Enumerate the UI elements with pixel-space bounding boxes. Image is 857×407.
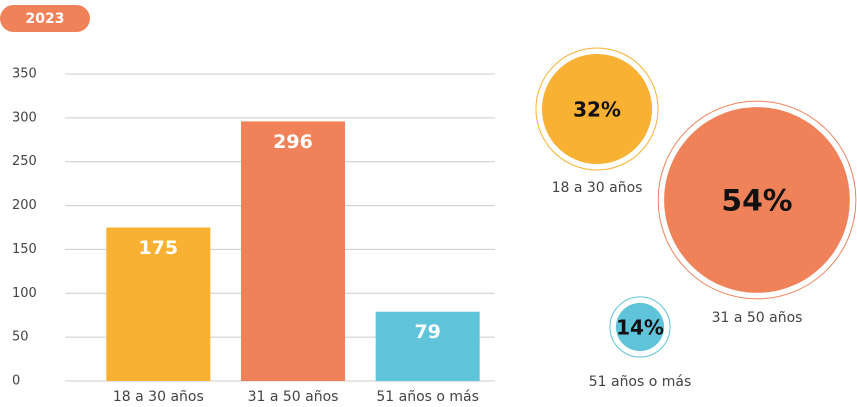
bubble <box>541 53 653 165</box>
bubble-ring <box>535 47 659 171</box>
bar <box>241 121 345 381</box>
y-tick-label: 50 <box>12 330 29 345</box>
bubble-ring <box>609 296 671 358</box>
year-badge <box>0 5 90 32</box>
bubble-category-label: 31 a 50 años <box>712 310 803 326</box>
year-label: 2023 <box>26 11 65 27</box>
y-tick-label: 250 <box>12 154 37 169</box>
bubble-category-label: 51 años o más <box>589 374 692 390</box>
bar-value-label: 79 <box>414 321 440 343</box>
bar <box>106 227 211 381</box>
bubble-value-label: 32% <box>573 98 621 122</box>
y-tick-label: 0 <box>12 374 20 389</box>
y-tick-label: 150 <box>12 242 37 257</box>
bar-value-label: 296 <box>273 131 313 153</box>
y-tick-label: 300 <box>12 110 37 125</box>
x-tick-label: 51 años o más <box>376 389 479 405</box>
bubble <box>615 302 665 352</box>
bubble <box>664 107 850 293</box>
bubble-category-label: 18 a 30 años <box>552 180 643 196</box>
y-tick-label: 100 <box>12 286 37 301</box>
bubble-value-label: 54% <box>721 184 792 219</box>
bubble-ring <box>657 100 857 300</box>
y-tick-label: 200 <box>12 198 37 213</box>
bubble-value-label: 14% <box>616 316 664 340</box>
x-tick-label: 18 a 30 años <box>113 389 204 405</box>
y-tick-label: 350 <box>12 67 37 82</box>
bar-value-label: 175 <box>138 237 178 259</box>
x-tick-label: 31 a 50 años <box>248 389 339 405</box>
bar <box>375 311 480 381</box>
